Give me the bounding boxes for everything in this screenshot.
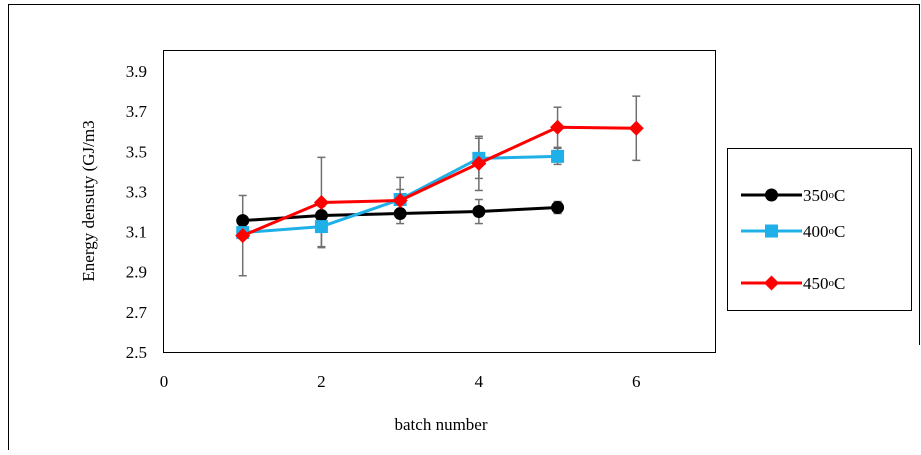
y-tick-label: 3.3 xyxy=(126,182,147,201)
y-tick-label: 2.9 xyxy=(126,263,147,282)
legend-marker xyxy=(764,275,779,291)
data-point xyxy=(551,201,565,215)
legend-label: 350oC xyxy=(803,186,845,205)
data-point xyxy=(236,214,250,228)
y-tick-label: 3.9 xyxy=(126,62,147,81)
legend-item: 450oC xyxy=(741,274,845,293)
series-3 xyxy=(235,119,644,244)
legend-item: 350oC xyxy=(741,186,845,205)
y-tick-label: 3.1 xyxy=(126,223,147,242)
legend: 350oC 400oC 450oC xyxy=(741,186,845,293)
x-tick-label: 6 xyxy=(632,372,641,391)
y-tick-labels: 2.5 2.7 2.9 3.1 3.3 3.5 3.7 3.9 xyxy=(126,62,148,362)
x-tick-label: 2 xyxy=(317,372,326,391)
series-layer xyxy=(235,95,644,277)
legend-label: 450oC xyxy=(803,274,845,293)
series-1 xyxy=(236,201,565,228)
y-tick-label: 3.7 xyxy=(126,102,148,121)
x-tick-labels: 0 2 4 6 xyxy=(160,372,641,391)
data-point xyxy=(628,120,644,136)
data-point xyxy=(392,192,408,208)
x-tick-label: 4 xyxy=(475,372,484,391)
figure-border xyxy=(8,4,920,450)
y-tick-label: 2.7 xyxy=(126,303,148,322)
x-tick-label: 0 xyxy=(160,372,169,391)
legend-marker xyxy=(765,188,778,202)
data-point xyxy=(472,205,486,219)
y-axis-title: Energy densuty (GJ/m3 xyxy=(79,120,98,281)
legend-label: 400oC xyxy=(803,222,845,241)
data-point xyxy=(314,209,328,223)
data-point xyxy=(235,228,251,244)
series-line xyxy=(242,125,637,237)
data-point xyxy=(313,195,329,211)
data-point xyxy=(393,207,407,221)
legend-marker xyxy=(765,224,778,238)
plot-area xyxy=(163,50,716,353)
x-axis-title: batch number xyxy=(395,415,488,434)
data-point xyxy=(550,119,566,135)
legend-item: 400oC xyxy=(741,222,845,241)
data-point xyxy=(471,155,487,171)
data-point xyxy=(314,220,328,234)
y-tick-label: 2.5 xyxy=(126,343,147,362)
data-point xyxy=(551,149,565,163)
y-tick-label: 3.5 xyxy=(126,142,147,161)
